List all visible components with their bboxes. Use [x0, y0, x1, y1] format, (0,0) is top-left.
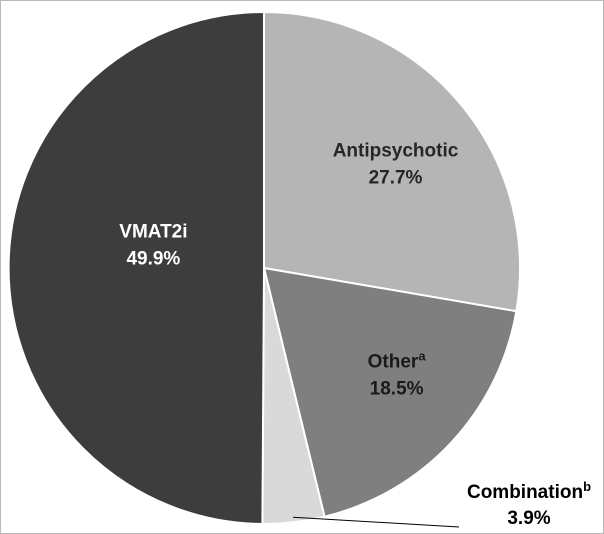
slice-label: Antipsychotic: [333, 140, 459, 161]
leader-line: [293, 516, 460, 528]
slice-value: 27.7%: [369, 167, 423, 188]
pie-slice-other: [262, 266, 518, 518]
pie-slice-vmat2i: [7, 10, 265, 526]
pie-slice-antipsychotic: [263, 10, 521, 313]
external-slice-label: Combinationb: [467, 479, 591, 503]
slice-value: 49.9%: [126, 249, 180, 270]
slice-label: Othera: [368, 348, 427, 372]
slice-value: 18.5%: [370, 378, 424, 399]
slice-label: VMAT2i: [119, 222, 187, 243]
external-slice-value: 3.9%: [507, 508, 550, 529]
